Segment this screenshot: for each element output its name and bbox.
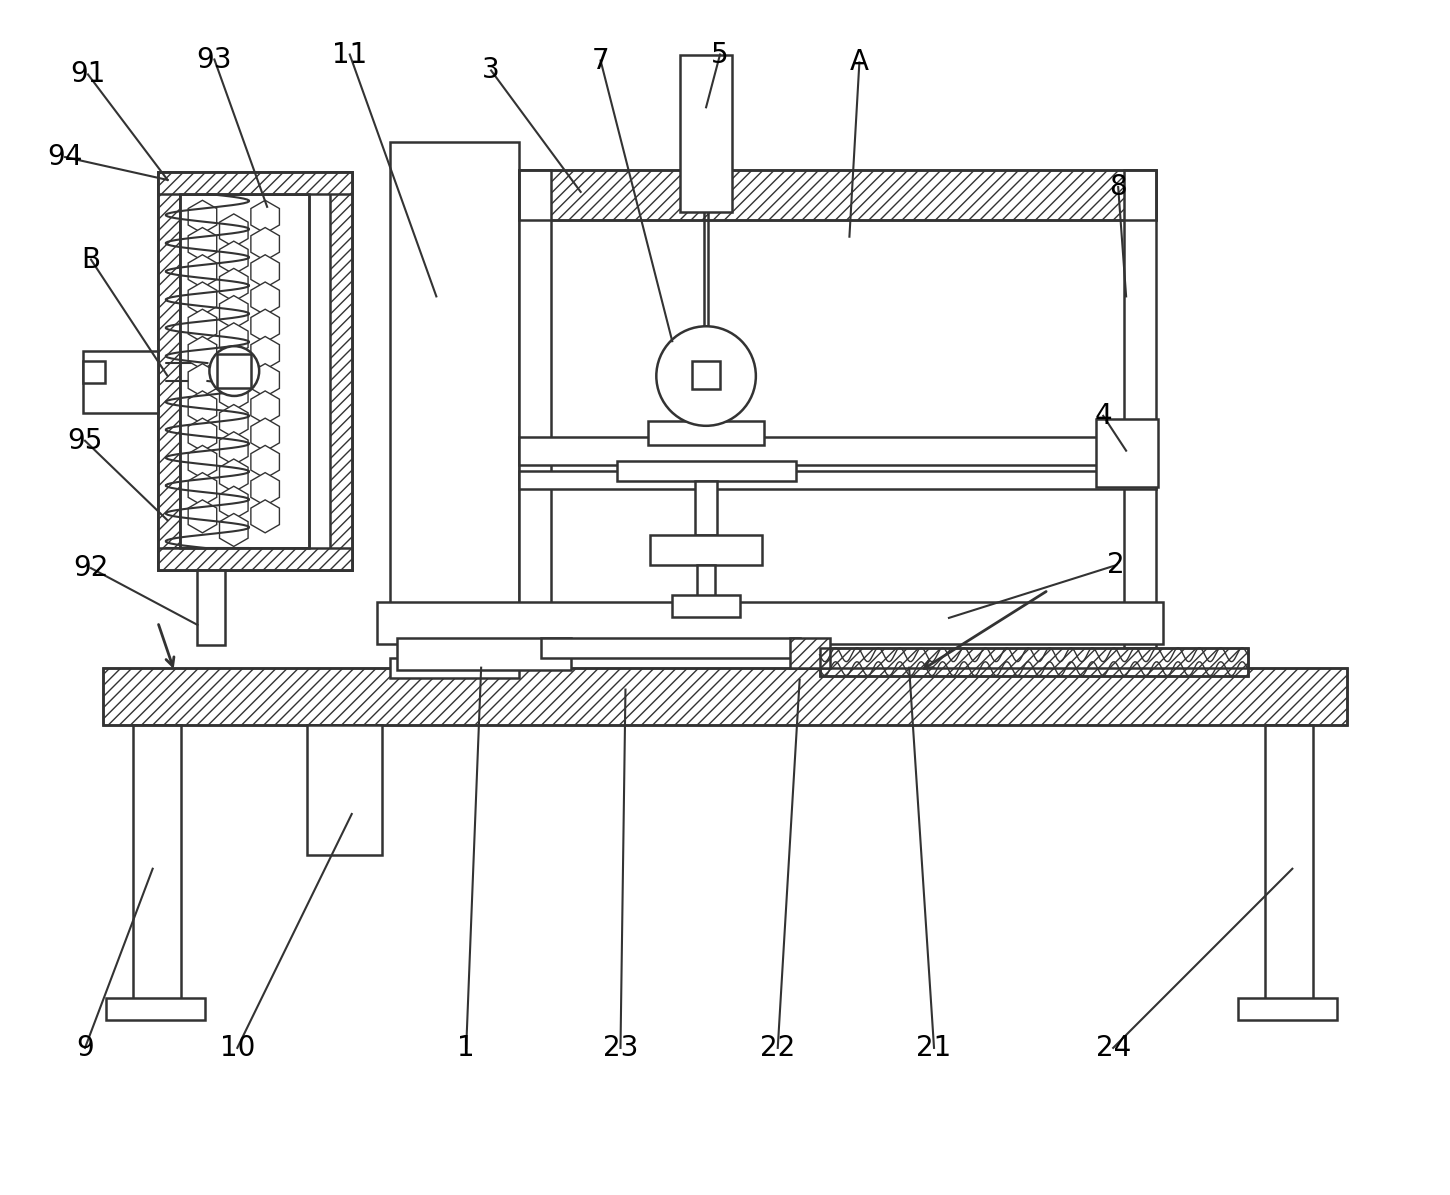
Bar	[519, 170, 551, 648]
Bar	[180, 194, 309, 549]
Text: B: B	[81, 246, 100, 274]
Bar	[1096, 418, 1159, 486]
Bar	[158, 172, 352, 194]
Text: 11: 11	[332, 41, 367, 68]
Bar	[83, 361, 104, 384]
Bar	[692, 361, 721, 390]
Text: 22: 22	[760, 1034, 796, 1062]
Bar	[158, 172, 352, 570]
Bar	[180, 194, 309, 549]
Bar	[519, 471, 1156, 489]
Text: 92: 92	[74, 554, 109, 582]
Text: 23: 23	[603, 1034, 638, 1062]
Text: 93: 93	[197, 45, 232, 74]
Text: 7: 7	[592, 47, 609, 74]
Bar	[519, 170, 1156, 220]
Bar	[390, 657, 519, 678]
Text: 1: 1	[457, 1034, 476, 1062]
Bar	[377, 602, 1163, 644]
Bar	[819, 648, 1247, 675]
Text: 4: 4	[1095, 402, 1112, 430]
Bar	[541, 638, 799, 657]
Bar	[648, 421, 764, 445]
Text: 5: 5	[710, 41, 729, 68]
Text: 91: 91	[70, 61, 106, 88]
Bar	[697, 565, 715, 603]
Text: 21: 21	[916, 1034, 951, 1062]
Bar	[519, 170, 1156, 220]
Circle shape	[657, 326, 755, 425]
Text: 94: 94	[48, 143, 83, 171]
Text: A: A	[850, 49, 869, 76]
Bar	[1124, 170, 1156, 648]
Text: 95: 95	[67, 427, 103, 455]
Text: 2: 2	[1108, 551, 1125, 580]
Bar	[790, 638, 829, 668]
Bar	[83, 351, 158, 412]
Text: 24: 24	[1096, 1034, 1131, 1062]
Text: 8: 8	[1109, 173, 1127, 201]
Bar	[329, 172, 352, 570]
Bar	[819, 648, 1247, 675]
Bar	[158, 549, 352, 570]
Text: 3: 3	[483, 56, 500, 85]
Text: 9: 9	[75, 1034, 94, 1062]
Bar	[106, 998, 206, 1021]
Bar	[519, 436, 1156, 465]
Bar	[1266, 725, 1314, 1019]
Bar	[390, 142, 519, 635]
Bar	[307, 725, 381, 854]
Bar	[158, 172, 180, 570]
Bar	[218, 354, 251, 388]
Bar	[396, 638, 571, 669]
Bar	[695, 480, 718, 535]
Bar	[1238, 998, 1337, 1021]
Bar	[673, 595, 740, 617]
Bar	[680, 55, 732, 212]
Bar	[651, 535, 761, 565]
Bar	[133, 725, 181, 1019]
Circle shape	[209, 347, 260, 396]
Bar	[616, 460, 796, 480]
Bar	[103, 668, 1347, 725]
Bar	[103, 668, 1347, 725]
Bar	[158, 172, 352, 570]
Text: 10: 10	[219, 1034, 255, 1062]
Bar	[197, 570, 225, 645]
